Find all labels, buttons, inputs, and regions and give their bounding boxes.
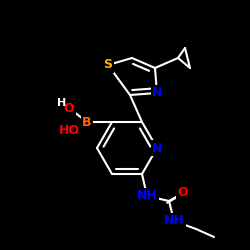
Text: B: B — [82, 116, 92, 128]
Text: NH: NH — [164, 214, 184, 228]
Text: HO: HO — [58, 124, 80, 136]
Text: O: O — [178, 186, 188, 200]
Text: N: N — [152, 86, 162, 100]
Text: H: H — [58, 98, 66, 108]
Text: S: S — [104, 58, 112, 71]
Text: N: N — [152, 142, 162, 154]
Text: O: O — [64, 102, 74, 114]
Text: NH: NH — [136, 190, 158, 202]
